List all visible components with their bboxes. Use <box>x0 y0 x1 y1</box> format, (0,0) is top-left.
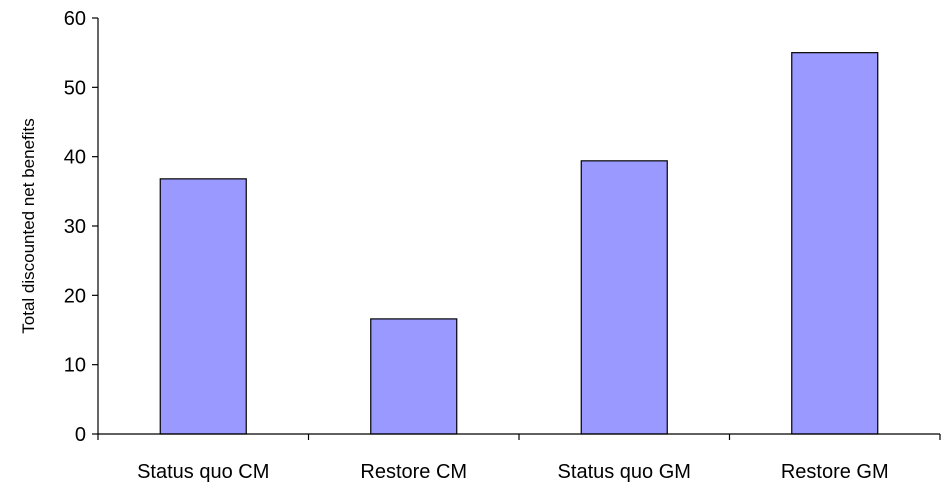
x-tick-label: Status quo GM <box>558 461 691 483</box>
bar-1 <box>159 178 247 435</box>
y-tick-label: 40 <box>64 147 86 169</box>
x-tick-label: Status quo CM <box>137 461 269 483</box>
y-tick-label: 10 <box>64 355 86 377</box>
y-tick-label: 30 <box>64 216 86 238</box>
bar-2 <box>370 318 458 435</box>
y-tick-label: 0 <box>75 424 86 446</box>
x-tick-label: Restore GM <box>781 461 889 483</box>
bar-4 <box>791 52 879 435</box>
y-tick-label: 60 <box>64 8 86 30</box>
bar-3 <box>580 160 668 435</box>
y-axis-title: Total discounted net benefits <box>19 118 38 333</box>
x-ticks-group: Status quo CM Restore CM Status quo GM Rest… <box>97 434 941 483</box>
y-tick-label: 20 <box>64 285 86 307</box>
bars-group <box>159 52 879 435</box>
x-tick-label: Restore CM <box>360 461 467 483</box>
y-tick-label: 50 <box>64 77 86 99</box>
y-axis-title-group: Total discounted net benefits <box>19 118 38 333</box>
y-ticks-group: 0 10 20 30 40 50 60 <box>64 8 98 446</box>
